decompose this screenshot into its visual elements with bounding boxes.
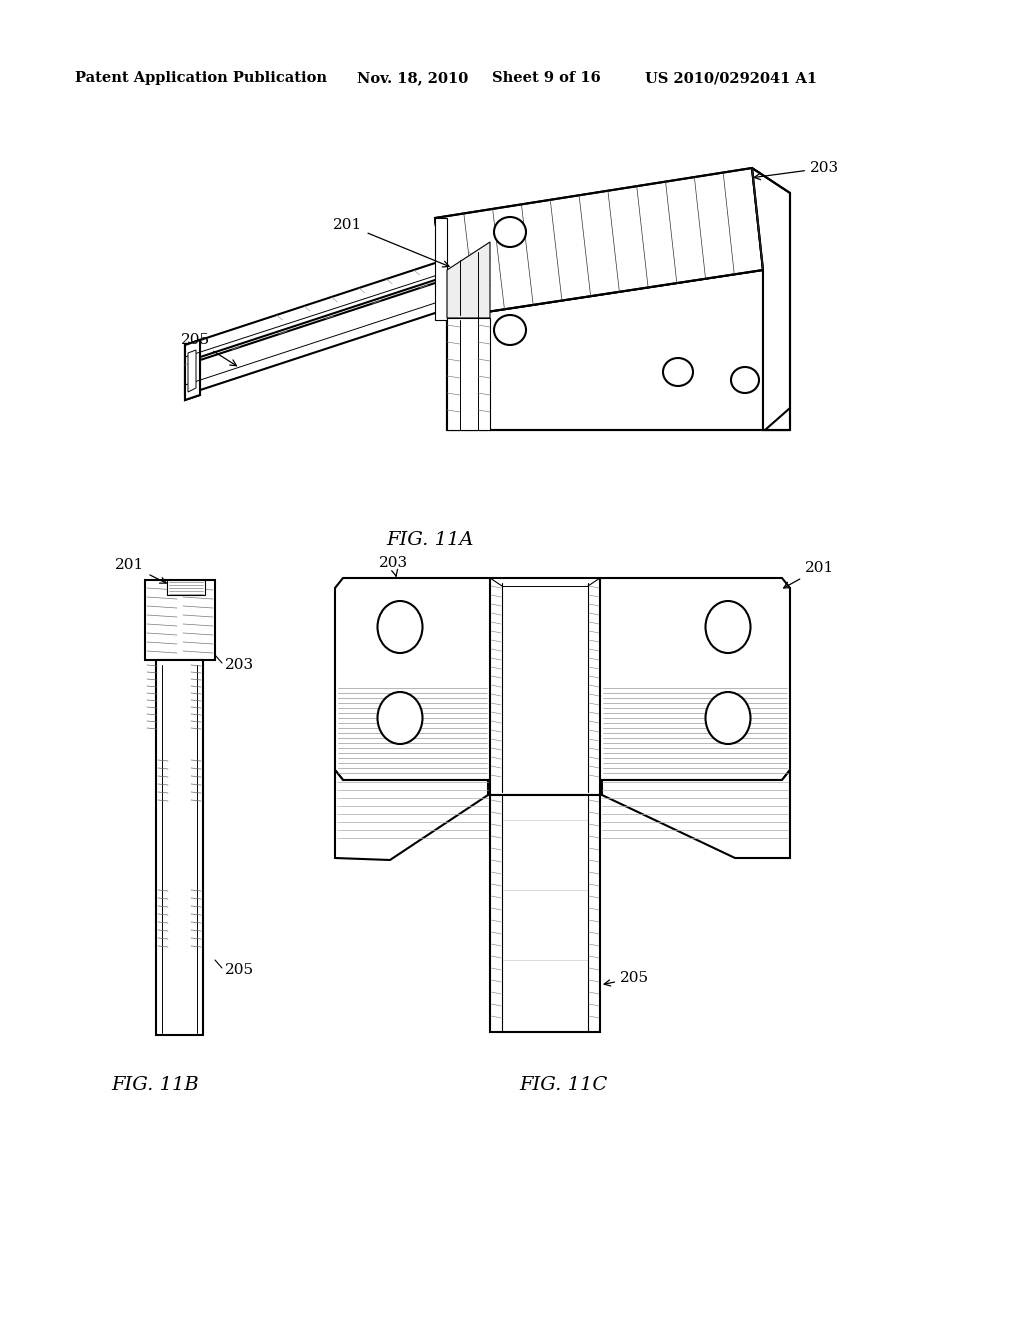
Polygon shape [335, 578, 790, 795]
Ellipse shape [663, 358, 693, 385]
Text: 201: 201 [783, 561, 835, 587]
Polygon shape [435, 218, 447, 319]
Text: 201: 201 [334, 218, 450, 267]
Ellipse shape [706, 601, 751, 653]
Text: FIG. 11A: FIG. 11A [386, 531, 474, 549]
Polygon shape [185, 341, 200, 400]
Text: FIG. 11C: FIG. 11C [519, 1076, 607, 1094]
Text: 203: 203 [225, 657, 254, 672]
Polygon shape [167, 579, 205, 595]
Polygon shape [185, 265, 490, 395]
Polygon shape [447, 242, 490, 318]
Text: Patent Application Publication: Patent Application Publication [75, 71, 327, 84]
Ellipse shape [706, 692, 751, 744]
Ellipse shape [378, 601, 423, 653]
Polygon shape [145, 579, 215, 660]
Text: 205: 205 [225, 964, 254, 977]
Polygon shape [188, 350, 196, 392]
Text: 203: 203 [379, 556, 408, 576]
Polygon shape [490, 795, 600, 1032]
Ellipse shape [731, 367, 759, 393]
Text: US 2010/0292041 A1: US 2010/0292041 A1 [645, 71, 817, 84]
Polygon shape [602, 770, 790, 858]
Text: 205: 205 [181, 333, 237, 366]
Ellipse shape [494, 315, 526, 345]
Polygon shape [752, 168, 790, 430]
Ellipse shape [494, 216, 526, 247]
Polygon shape [447, 318, 490, 430]
Polygon shape [156, 660, 203, 1035]
Text: 203: 203 [754, 161, 839, 180]
Text: Sheet 9 of 16: Sheet 9 of 16 [492, 71, 601, 84]
Text: 205: 205 [604, 972, 649, 986]
Polygon shape [185, 341, 200, 400]
Ellipse shape [378, 692, 423, 744]
Text: Nov. 18, 2010: Nov. 18, 2010 [357, 71, 468, 84]
Text: FIG. 11B: FIG. 11B [112, 1076, 199, 1094]
Polygon shape [185, 246, 490, 362]
Text: 201: 201 [116, 558, 166, 583]
Polygon shape [435, 168, 763, 318]
Polygon shape [335, 770, 488, 861]
Polygon shape [447, 271, 790, 430]
